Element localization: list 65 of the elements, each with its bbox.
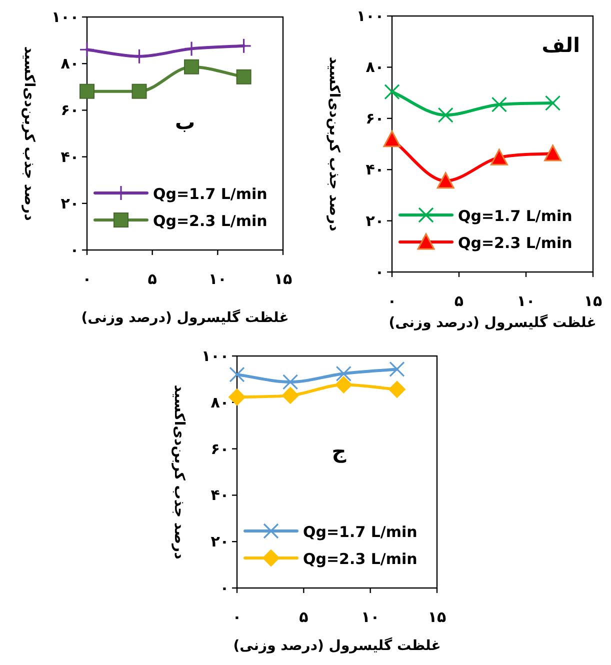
y-tick-label: ۲۰: [210, 532, 229, 551]
point: [336, 366, 352, 382]
y-tick-label: ۱۰۰: [52, 8, 79, 26]
point: [544, 144, 562, 162]
legend-label: Qg=1.7 L/min: [458, 207, 572, 225]
point: [184, 59, 200, 74]
point: [491, 96, 507, 112]
x-axis-title: غلظت گلیسرول (درصد وزنی): [81, 309, 289, 326]
x-axis-title: غلظت گلیسرول (درصد وزنی): [233, 637, 441, 654]
y-tick-label: ۸۰: [60, 54, 79, 73]
y-tick-label: ۱۰۰: [356, 7, 384, 25]
point: [388, 380, 406, 398]
legend-label: Qg=1.7 L/min: [153, 185, 268, 203]
legend-label: Qg=1.7 L/min: [303, 523, 418, 541]
y-tick-label: ۶۰: [210, 440, 229, 458]
y-tick-label: ۶۰: [366, 109, 384, 128]
y-tick-label: ۸۰: [210, 393, 229, 412]
x-tick-label: ۰: [82, 270, 92, 288]
x-tick-label: ۱۰: [208, 270, 227, 288]
x-axis-title: غلظت گلیسرول (درصد وزنی): [388, 314, 596, 331]
point: [436, 172, 454, 189]
x-tick-label: ۵: [148, 270, 157, 288]
point: [236, 69, 252, 84]
y-tick-label: ۴۰: [210, 486, 229, 504]
point: [282, 374, 298, 390]
point: [229, 366, 245, 382]
y-tick-label: ۴۰: [366, 160, 384, 179]
y-tick-label: ۲۰: [60, 194, 79, 212]
x-tick-label: ۱۰: [361, 608, 380, 626]
point: [545, 95, 561, 111]
y-tick-label: ۶۰: [60, 101, 79, 120]
point: [389, 361, 405, 378]
point: [438, 107, 454, 123]
y-tick-label: ۱۰۰: [202, 347, 229, 365]
x-tick-label: ۱۰: [516, 292, 536, 310]
y-axis-title: درصد جذب کربن‌دی‌اکسید: [21, 46, 37, 221]
y-axis-title: درصد جذب کربن‌دی‌اکسید: [171, 384, 187, 560]
point: [490, 148, 508, 166]
point: [282, 386, 299, 404]
y-tick-label: ۲۰: [366, 212, 384, 230]
x-tick-label: ۱۵: [428, 608, 446, 626]
annotation: الف: [542, 32, 580, 57]
annotation: ب: [174, 110, 196, 134]
x-tick-label: ۰: [387, 292, 397, 310]
point: [383, 130, 401, 148]
point: [132, 84, 147, 99]
legend-label: Qg=2.3 L/min: [458, 234, 572, 252]
annotation: ج: [332, 439, 347, 464]
y-axis-title: درصد جذب کربن‌دی‌اکسید: [326, 56, 342, 232]
x-tick-label: ۱۵: [584, 292, 602, 310]
legend-label: Qg=2.3 L/min: [303, 550, 418, 568]
y-tick-label: ۰: [70, 241, 79, 259]
x-tick-label: ۱۵: [274, 270, 292, 288]
point: [335, 376, 352, 394]
point: [384, 84, 400, 100]
y-tick-label: ۸۰: [366, 58, 384, 76]
y-tick-label: ۰: [220, 579, 229, 597]
point: [228, 388, 246, 406]
point: [79, 42, 95, 58]
legend-label: Qg=2.3 L/min: [153, 212, 268, 230]
x-tick-label: ۰: [232, 608, 242, 626]
x-tick-label: ۵: [454, 292, 464, 310]
point: [80, 84, 94, 99]
y-tick-label: ۴۰: [60, 148, 79, 166]
x-tick-label: ۵: [299, 608, 308, 626]
